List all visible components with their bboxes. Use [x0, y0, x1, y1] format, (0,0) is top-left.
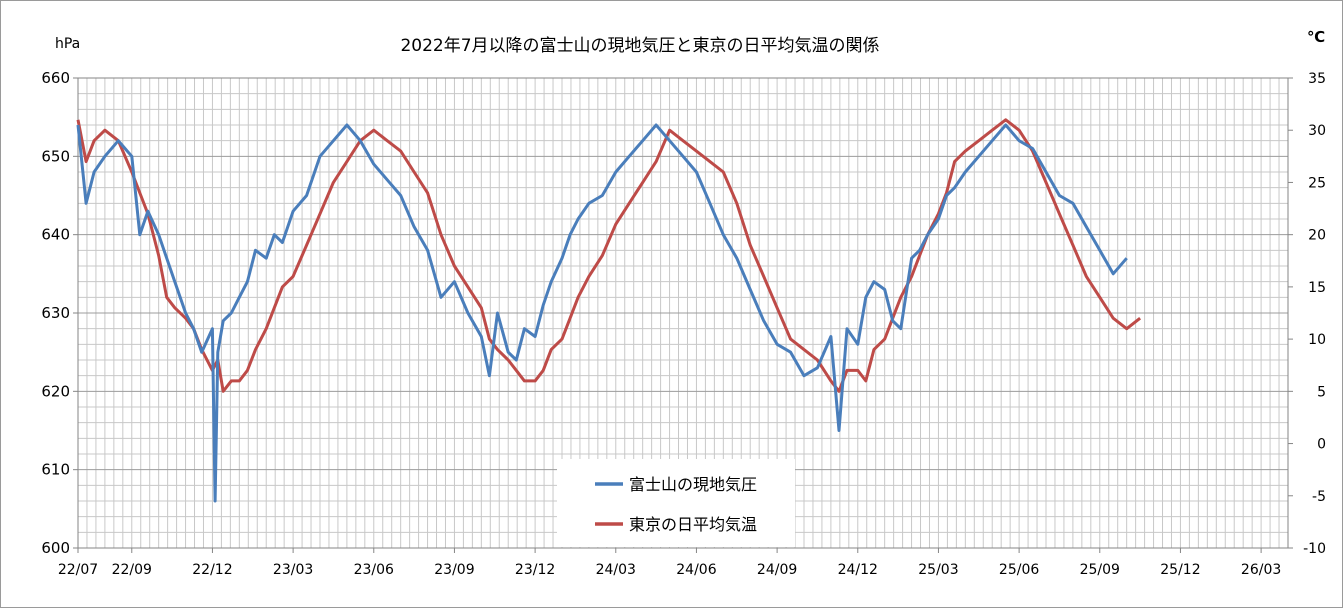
- left-axis-unit-label: hPa: [55, 36, 80, 52]
- x-axis-tick-label: 25/12: [1160, 562, 1200, 578]
- left-axis-tick-label: 630: [41, 304, 70, 322]
- left-axis-tick-label: 600: [41, 539, 70, 557]
- left-axis-tick-label: 650: [41, 147, 70, 165]
- x-axis-tick-label: 25/09: [1080, 562, 1120, 578]
- x-axis-tick-label: 22/07: [58, 562, 98, 578]
- right-axis-tick-label: 25: [1308, 175, 1326, 191]
- left-axis-tick-label: 620: [41, 382, 70, 400]
- right-axis-tick-label: 30: [1308, 123, 1326, 139]
- x-axis-tick-label: 22/12: [192, 562, 232, 578]
- right-axis-tick-label: -10: [1303, 541, 1326, 557]
- right-axis-tick-label: 10: [1308, 332, 1326, 348]
- x-axis-tick-label: 23/09: [434, 562, 474, 578]
- right-axis-unit-label: ℃: [1307, 28, 1325, 46]
- left-axis-tick-label: 660: [41, 69, 70, 87]
- pressure-series-line: [76, 123, 1128, 503]
- left-axis-tick-label: 640: [41, 226, 70, 244]
- chart-title: 2022年7月以降の富士山の現地気圧と東京の日平均気温の関係: [400, 36, 879, 56]
- x-axis-tick-label: 23/03: [273, 562, 313, 578]
- x-axis-tick-label: 23/12: [515, 562, 555, 578]
- x-axis-tick-label: 24/03: [596, 562, 636, 578]
- x-axis-tick-label: 25/03: [918, 562, 958, 578]
- temperature-series-line: [76, 118, 1142, 393]
- legend-label-pressure: 富士山の現地気圧: [629, 475, 757, 494]
- right-axis-tick-label: 20: [1308, 228, 1326, 244]
- x-axis-tick-label: 24/12: [838, 562, 878, 578]
- right-axis-ticks: -10 -5 0 5 10 15 20 25 30 35: [1288, 71, 1326, 557]
- x-axis-tick-label: 24/09: [757, 562, 797, 578]
- x-axis-tick-label: 23/06: [354, 562, 394, 578]
- right-axis-tick-label: 0: [1317, 437, 1326, 453]
- x-axis-tick-label: 26/03: [1241, 562, 1281, 578]
- right-axis-tick-label: 35: [1308, 71, 1326, 87]
- right-axis-tick-label: -5: [1312, 489, 1326, 505]
- x-axis-tick-label: 25/06: [999, 562, 1039, 578]
- left-axis-ticks: 600 610 620 630 640 650 660: [41, 69, 78, 557]
- legend-label-temperature: 東京の日平均気温: [629, 515, 757, 534]
- legend-box: [557, 459, 795, 547]
- series-layer: [76, 118, 1142, 503]
- right-axis-tick-label: 15: [1308, 280, 1326, 296]
- x-axis-ticks: 22/07 22/09 22/12 23/03 23/06 23/09 23/12 24/03…: [58, 548, 1281, 578]
- x-axis-tick-label: 22/09: [112, 562, 152, 578]
- x-axis-tick-label: 24/06: [676, 562, 716, 578]
- legend: 富士山の現地気圧 東京の日平均気温: [557, 459, 795, 547]
- right-axis-tick-label: 5: [1317, 384, 1326, 400]
- left-axis-tick-label: 610: [41, 461, 70, 479]
